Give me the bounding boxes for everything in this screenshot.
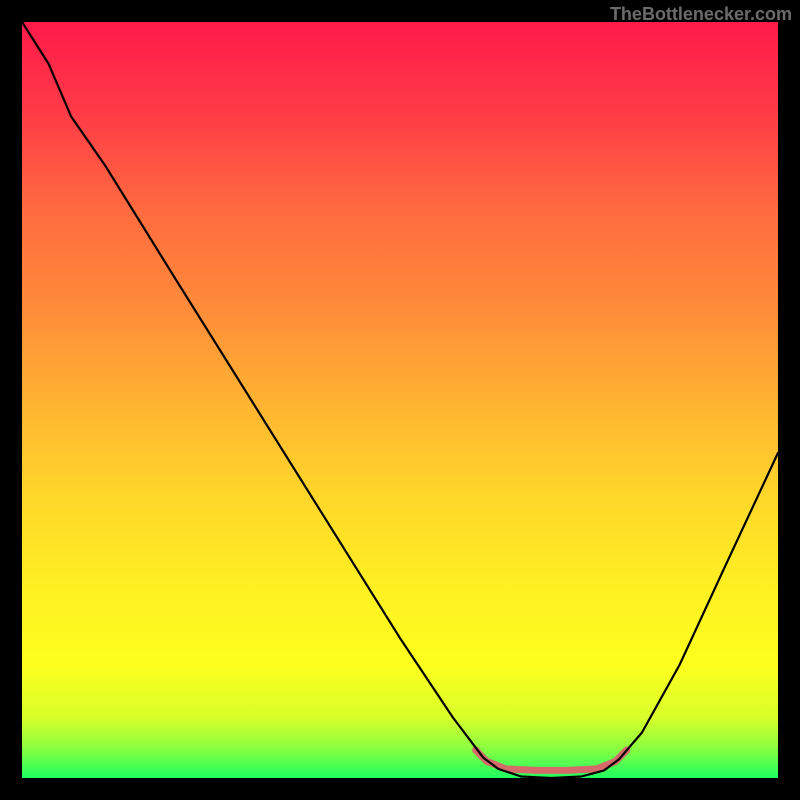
chart-curve: [22, 22, 778, 778]
highlight-band: [476, 750, 627, 770]
bottleneck-curve: [22, 22, 778, 778]
plot-area: [22, 22, 778, 778]
watermark-text: TheBottlenecker.com: [610, 4, 792, 25]
